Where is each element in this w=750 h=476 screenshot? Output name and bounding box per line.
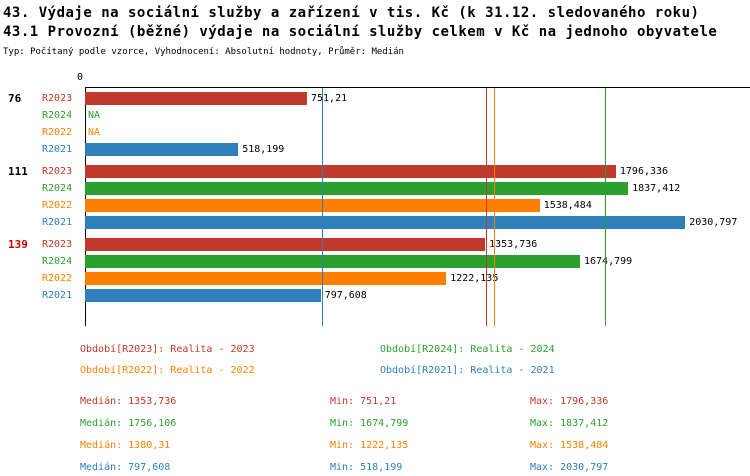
bar-value-label: 797,608: [324, 290, 367, 301]
stat-median: Medián: 1756,106: [80, 417, 177, 429]
bar-value-label: 1353,736: [489, 239, 538, 250]
bar: [85, 255, 580, 268]
stat-max: Max: 1837,412: [530, 417, 609, 429]
stat-min: Min: 751,21: [330, 395, 397, 407]
chart-row: R2024 NA: [0, 109, 750, 122]
chart-row: R2021 797,608: [0, 289, 750, 302]
series-label: R2024: [42, 256, 73, 267]
chart-row: R2021 2030,797: [0, 216, 750, 229]
bar-track: 1796,336: [85, 165, 750, 178]
series-label: R2023: [42, 93, 73, 104]
series-label: R2023: [42, 239, 73, 250]
chart-row: R2021 518,199: [0, 143, 750, 156]
bar-track: 751,21: [85, 92, 750, 105]
chart-row: R2024 1837,412: [0, 182, 750, 195]
bar: [85, 143, 239, 156]
bar: [85, 182, 629, 195]
stats-row: Medián: 1756,106 Min: 1674,799 Max: 1837,4…: [80, 412, 750, 434]
group-label: 139: [8, 238, 28, 251]
series-label: R2021: [42, 290, 73, 301]
bar-value-label: 1796,336: [619, 166, 669, 177]
bar: [85, 199, 540, 212]
chart-row: 76 R2023 751,21: [0, 92, 750, 105]
bar-value-label: 518,199: [242, 144, 285, 155]
stats-row: Medián: 797,608 Min: 518,199 Max: 2030,797: [80, 456, 750, 476]
bar-track: 1674,799: [85, 255, 750, 268]
bar-track: 1222,135: [85, 272, 750, 285]
bar: [85, 289, 321, 302]
stats-row: Medián: 1380,31 Min: 1222,135 Max: 1538,48…: [80, 434, 750, 456]
series-label: R2021: [42, 144, 73, 155]
stat-median: Medián: 1353,736: [80, 395, 177, 407]
group-label: 111: [8, 165, 28, 178]
legend-item: Období[R2021]: Realita - 2021: [380, 365, 555, 376]
series-label: R2023: [42, 166, 73, 177]
x-axis-zero-label: 0: [76, 72, 83, 83]
stat-median: Medián: 1380,31: [80, 439, 171, 451]
bar-track: 1837,412: [85, 182, 750, 195]
legend-item: Období[R2024]: Realita - 2024: [380, 344, 555, 355]
bar-track: 1353,736: [85, 238, 750, 251]
stats: Medián: 1353,736 Min: 751,21 Max: 1796,336…: [80, 390, 750, 476]
chart-subtitle: Typ: Počítaný podle vzorce, Vyhodnocení:…: [3, 47, 404, 57]
series-label: R2022: [42, 127, 73, 138]
series-label: R2021: [42, 217, 73, 228]
stat-max: Max: 1538,484: [530, 439, 609, 451]
bar-track: 518,199: [85, 143, 750, 156]
chart-row: 111 R2023 1796,336: [0, 165, 750, 178]
bar-value-label: 2030,797: [689, 217, 738, 228]
bar-value-label: 1674,799: [584, 256, 633, 267]
chart-row: R2022 NA: [0, 126, 750, 139]
bar-track: NA: [85, 109, 750, 122]
stat-min: Min: 1674,799: [330, 417, 409, 429]
chart-row: 139 R2023 1353,736: [0, 238, 750, 251]
legend-item: Období[R2023]: Realita - 2023: [80, 344, 255, 355]
x-axis-line: [85, 87, 750, 88]
chart-row: R2022 1538,484: [0, 199, 750, 212]
stat-median: Medián: 797,608: [80, 461, 171, 473]
chart-header: 43. Výdaje na sociální služby a zařízení…: [0, 0, 750, 57]
bar: [85, 272, 447, 285]
bar: [85, 92, 307, 105]
group-label: 76: [8, 92, 22, 105]
chart-rows: 76 R2023 751,21 R2024 NA R2022 NA R2021 518,199 1…: [0, 71, 750, 326]
stats-row: Medián: 1353,736 Min: 751,21 Max: 1796,336: [80, 390, 750, 412]
chart-title-line2: 43.1 Provozní (běžné) výdaje na sociální…: [3, 24, 718, 40]
series-label: R2024: [42, 183, 73, 194]
bar-chart: 0 76 R2023 751,21 R2024 NA R2022 NA R2021 518,19…: [0, 71, 750, 326]
bar-track: 1538,484: [85, 199, 750, 212]
chart-title-line1: 43. Výdaje na sociální služby a zařízení…: [3, 5, 700, 21]
chart-row: R2024 1674,799: [0, 255, 750, 268]
legend: Období[R2023]: Realita - 2023 Období[R202…: [80, 339, 750, 381]
legend-item: Období[R2022]: Realita - 2022: [80, 365, 255, 376]
bar-value-label: 1538,484: [543, 200, 592, 211]
bar: [85, 238, 486, 251]
bar-value-label: 1222,135: [450, 273, 499, 284]
bar-track: 797,608: [85, 289, 750, 302]
series-label: R2022: [42, 273, 73, 284]
bar-value-label: 1837,412: [632, 183, 681, 194]
bar: [85, 216, 686, 229]
stat-min: Min: 1222,135: [330, 439, 409, 451]
bar-value-label: 751,21: [311, 93, 348, 104]
series-label: R2024: [42, 110, 73, 121]
stat-min: Min: 518,199: [330, 461, 403, 473]
bar: [85, 165, 616, 178]
stat-max: Max: 1796,336: [530, 395, 609, 407]
bar-track: NA: [85, 126, 750, 139]
legend-row: Období[R2022]: Realita - 2022 Období[R202…: [80, 360, 750, 381]
stat-max: Max: 2030,797: [530, 461, 609, 473]
na-label: NA: [88, 110, 101, 121]
bar-track: 2030,797: [85, 216, 750, 229]
na-label: NA: [88, 127, 101, 138]
series-label: R2022: [42, 200, 73, 211]
legend-row: Období[R2023]: Realita - 2023 Období[R202…: [80, 339, 750, 360]
chart-row: R2022 1222,135: [0, 272, 750, 285]
